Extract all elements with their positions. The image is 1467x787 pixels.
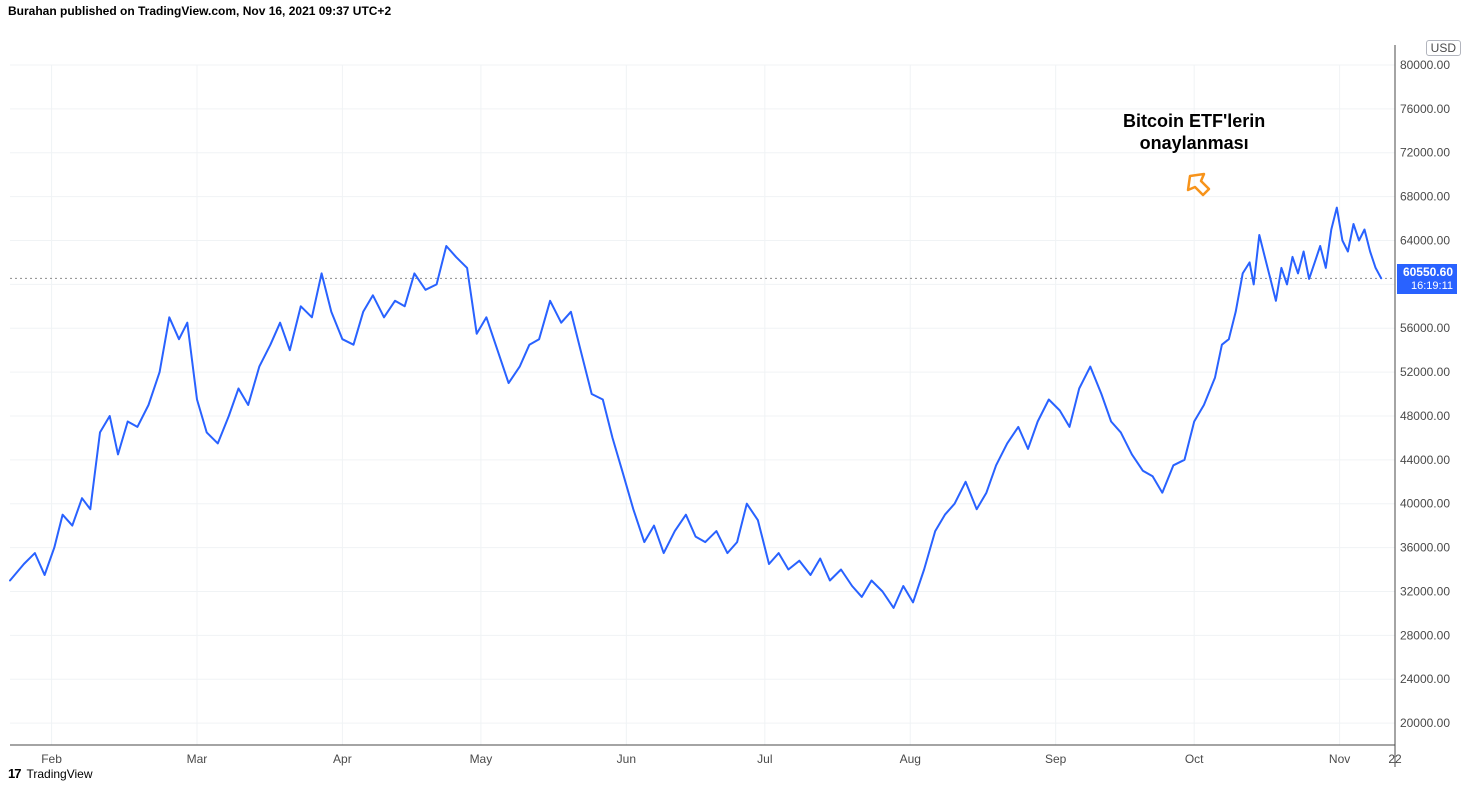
svg-text:40000.00: 40000.00 xyxy=(1400,497,1450,511)
svg-text:32000.00: 32000.00 xyxy=(1400,584,1450,598)
svg-text:76000.00: 76000.00 xyxy=(1400,102,1450,116)
svg-text:52000.00: 52000.00 xyxy=(1400,365,1450,379)
annotation-text: Bitcoin ETF'lerin onaylanması xyxy=(1104,110,1284,155)
svg-text:28000.00: 28000.00 xyxy=(1400,628,1450,642)
svg-text:72000.00: 72000.00 xyxy=(1400,146,1450,160)
svg-text:May: May xyxy=(470,752,493,766)
svg-text:Sep: Sep xyxy=(1045,752,1067,766)
badge-price: 60550.60 xyxy=(1401,265,1453,279)
y-axis-unit: USD xyxy=(1426,40,1461,56)
svg-text:44000.00: 44000.00 xyxy=(1400,453,1450,467)
footer: 17 TradingView xyxy=(8,766,93,781)
tradingview-logo-icon: 17 xyxy=(8,766,20,781)
svg-text:80000.00: 80000.00 xyxy=(1400,58,1450,72)
svg-text:Jul: Jul xyxy=(757,752,772,766)
svg-text:Apr: Apr xyxy=(333,752,352,766)
chart-area[interactable]: 20000.00 24000.00 28000.00 32000.00 36000.00… xyxy=(0,20,1467,767)
publish-line: Burahan published on TradingView.com, No… xyxy=(0,0,1467,22)
svg-text:20000.00: 20000.00 xyxy=(1400,716,1450,730)
svg-text:Nov: Nov xyxy=(1329,752,1350,766)
svg-text:64000.00: 64000.00 xyxy=(1400,233,1450,247)
svg-text:48000.00: 48000.00 xyxy=(1400,409,1450,423)
chart-wrapper: Burahan published on TradingView.com, No… xyxy=(0,0,1467,787)
svg-text:36000.00: 36000.00 xyxy=(1400,541,1450,555)
svg-text:56000.00: 56000.00 xyxy=(1400,321,1450,335)
pointer-arrow-icon xyxy=(1184,170,1214,205)
svg-text:68000.00: 68000.00 xyxy=(1400,190,1450,204)
svg-text:Feb: Feb xyxy=(41,752,62,766)
svg-text:24000.00: 24000.00 xyxy=(1400,672,1450,686)
svg-text:Jun: Jun xyxy=(617,752,636,766)
brand-label: TradingView xyxy=(26,767,92,781)
current-price-badge: 60550.60 16:19:11 xyxy=(1397,264,1457,294)
badge-countdown: 16:19:11 xyxy=(1401,280,1453,293)
svg-text:Aug: Aug xyxy=(900,752,921,766)
annotation-line1: Bitcoin ETF'lerin xyxy=(1104,110,1284,133)
svg-text:Oct: Oct xyxy=(1185,752,1204,766)
svg-text:Mar: Mar xyxy=(187,752,208,766)
annotation-line2: onaylanması xyxy=(1104,132,1284,155)
